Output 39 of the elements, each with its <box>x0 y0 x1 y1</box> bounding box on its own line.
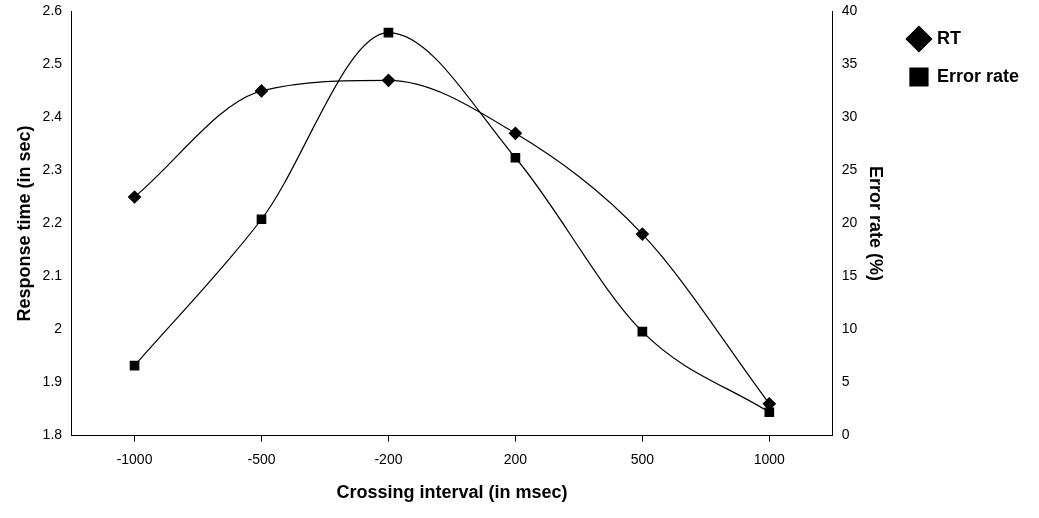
point <box>383 27 394 38</box>
legend-label: RT <box>936 27 961 48</box>
point <box>254 84 269 98</box>
y-tick-label: 1.8 <box>42 426 63 443</box>
y-tick-label: 2.4 <box>42 108 63 125</box>
point <box>381 73 396 87</box>
y-tick-label: 2.6 <box>42 2 63 19</box>
point <box>508 126 522 140</box>
y2-axis-title: Error rate (%) <box>866 165 887 282</box>
y2-tick-label: 30 <box>841 108 858 125</box>
y2-tick-label: 5 <box>841 373 850 390</box>
y-tick-label: 2.5 <box>42 55 63 72</box>
y2-tick-label: 25 <box>841 161 858 178</box>
y-tick-label: 1.9 <box>42 373 63 390</box>
y-tick-label: 2.2 <box>42 214 63 231</box>
x-tick-label: 1000 <box>753 450 786 467</box>
point <box>256 214 267 225</box>
point <box>129 360 140 371</box>
x-axis-title: Crossing interval (in msec) <box>336 482 568 503</box>
y-tick-label: 2.3 <box>42 161 63 178</box>
point <box>637 326 648 337</box>
x-tick-label: -200 <box>374 450 403 467</box>
y-tick-label: 2 <box>54 320 63 337</box>
y2-tick-label: 15 <box>841 267 858 284</box>
point <box>510 152 521 163</box>
y-axis-title: Response time (in sec) <box>13 125 34 322</box>
point <box>635 227 649 241</box>
x-tick-label: -1000 <box>116 450 153 467</box>
x-tick-label: 200 <box>503 450 528 467</box>
legend-label: Error rate <box>936 65 1020 86</box>
y2-tick-label: 10 <box>841 320 858 337</box>
y2-tick-label: 40 <box>841 2 858 19</box>
x-tick-label: 500 <box>630 450 655 467</box>
y-tick-label: 2.1 <box>42 267 63 284</box>
y2-tick-label: 20 <box>841 214 858 231</box>
y2-tick-label: 35 <box>841 55 858 72</box>
x-tick-label: -500 <box>247 450 276 467</box>
point <box>127 190 142 204</box>
y2-tick-label: 0 <box>841 426 850 443</box>
